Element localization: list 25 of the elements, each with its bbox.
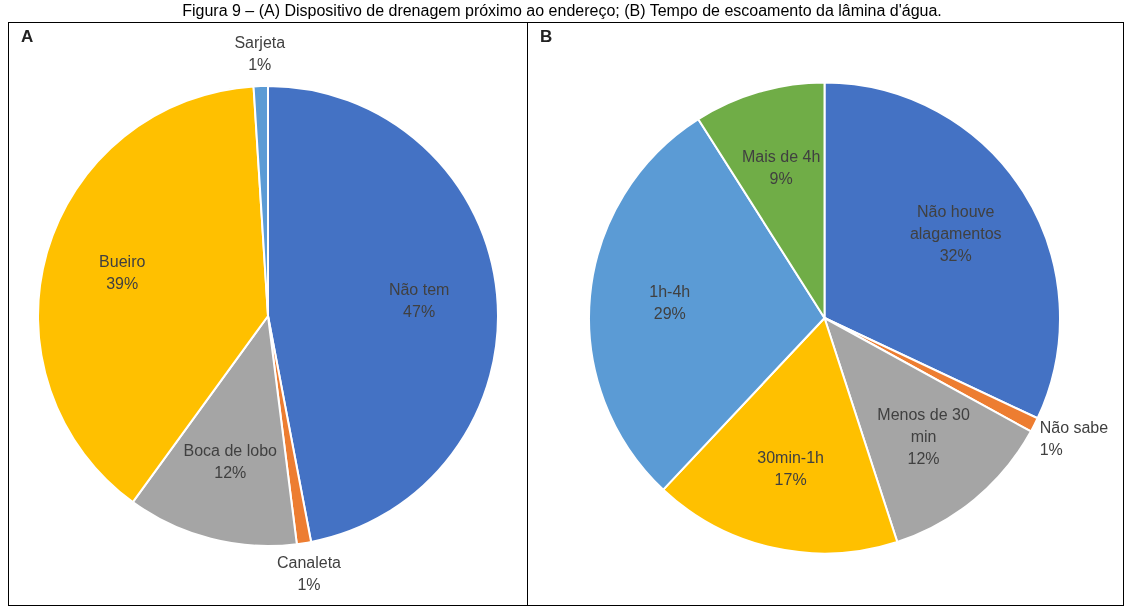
data-label: 29%: [653, 304, 686, 322]
data-label: 32%: [939, 247, 972, 265]
data-label: 47%: [403, 303, 436, 321]
slice-label: Menos de 30 min: [877, 406, 970, 446]
data-label: 17%: [774, 471, 807, 489]
slice-label: 1h-4h: [649, 282, 691, 300]
slice-label: Não tem: [388, 281, 450, 299]
slice-label: 30min-1h: [757, 449, 824, 467]
chart-subtitle: A: [21, 27, 34, 47]
data-label: 1%: [1039, 440, 1063, 458]
data-label: 12%: [214, 464, 247, 482]
slice-label: Sarjeta: [234, 33, 286, 51]
data-label: 1%: [248, 55, 272, 73]
slice-label: Boca de lobo: [183, 442, 278, 460]
data-label: 39%: [106, 275, 139, 293]
slice-label: Canaleta: [276, 554, 342, 572]
data-label: 12%: [907, 450, 940, 468]
slice-label: Mais de 4h: [742, 148, 821, 166]
data-label: 1%: [297, 576, 321, 594]
chart-subtitle: B: [540, 27, 553, 47]
slice-label: Não houve alagamentos: [909, 203, 1002, 243]
text: Figura 9 – (A) Dispositivo de drenagem próximo ao endereço; (B) Tempo de escoamento da lâmina d'água.: [181, 2, 943, 20]
slice-label: Não sabe: [1039, 418, 1109, 436]
data-label: 9%: [769, 170, 793, 188]
slice-label: Bueiro: [99, 253, 146, 271]
